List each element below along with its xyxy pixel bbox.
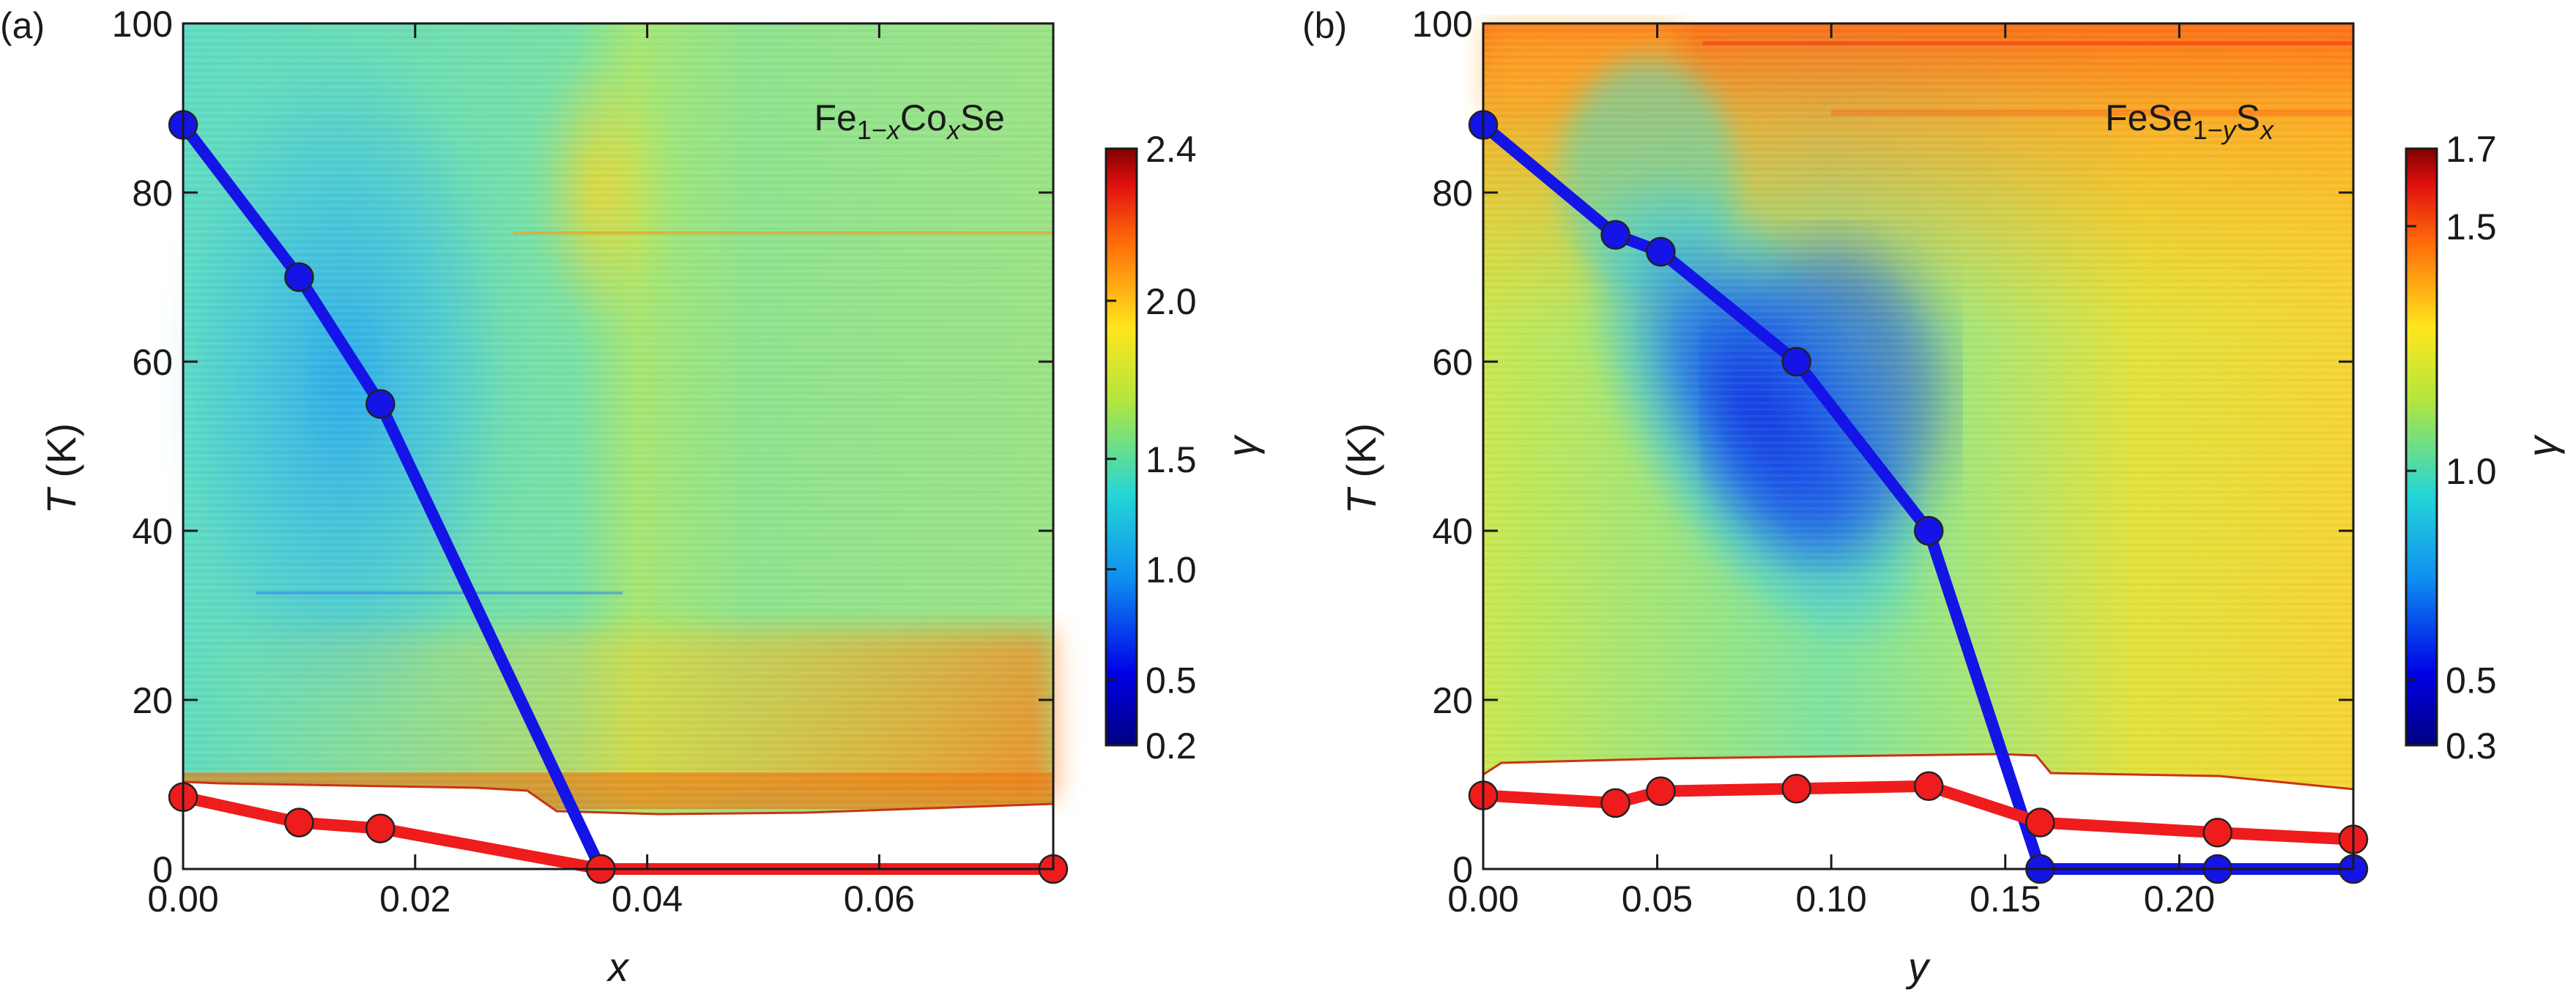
data-point-a-0-1 — [284, 262, 314, 292]
y-tick-label-a-0: 0 — [152, 849, 173, 890]
data-point-b-1-5 — [2025, 808, 2055, 838]
y-tick-label-b-2: 40 — [1432, 511, 1473, 552]
x-tick-label-a-3: 0.06 — [844, 879, 915, 920]
cbar-tick-label-a-4: 2.0 — [1146, 281, 1197, 322]
cbar-tick-label-b-1: 0.5 — [2446, 660, 2497, 701]
data-point-b-0-1 — [1600, 220, 1630, 250]
y-tick-label-a-5: 100 — [112, 4, 173, 45]
y-axis-label-b: T (K) — [1338, 423, 1384, 514]
data-point-b-0-4 — [1914, 515, 1944, 546]
panel-b: (b) 0.00 0.05 0.10 0.15 0.20 0 20 40 60 80 100 FeS… — [1302, 4, 2565, 990]
cbar-tick-label-a-2: 1.0 — [1146, 550, 1197, 591]
x-axis-label-b: y — [1905, 944, 1931, 990]
data-point-b-1-1 — [1600, 788, 1630, 818]
panel-a: (a) 0.00 0.02 0.04 0.06 0 20 40 60 80 100 Fe1−xCo… — [0, 4, 1265, 990]
heatmap-b — [1482, 23, 2355, 870]
cbar-tick-label-a-3: 1.5 — [1146, 439, 1197, 480]
markers-a — [168, 110, 1069, 884]
colorbar-label-a: γ — [1219, 434, 1265, 457]
compound-label-a: Fe1−xCoxSe — [814, 97, 1006, 145]
x-tick-label-b-4: 0.20 — [2144, 879, 2215, 920]
x-axis-label-a: x — [606, 944, 630, 990]
compound-label-b: FeSe1−ySx — [2105, 97, 2275, 145]
x-tick-label-a-2: 0.04 — [612, 879, 683, 920]
x-tick-label-a-0: 0.00 — [147, 879, 218, 920]
x-tick-label-a-1: 0.02 — [379, 879, 450, 920]
y-tick-label-a-3: 60 — [132, 342, 173, 383]
y-tick-label-b-3: 60 — [1432, 342, 1473, 383]
cbar-tick-label-a-1: 0.5 — [1146, 660, 1197, 701]
cbar-tick-label-a-0: 0.2 — [1146, 726, 1197, 767]
data-point-a-1-1 — [284, 808, 314, 838]
data-point-b-1-6 — [2202, 818, 2232, 848]
cbar-tick-label-b-4: 1.7 — [2446, 129, 2497, 170]
y-tick-label-a-1: 20 — [132, 680, 173, 721]
y-tick-label-b-0: 0 — [1452, 849, 1473, 890]
plot-frame-b — [1482, 22, 2355, 870]
panel-label-b: (b) — [1302, 5, 1347, 46]
data-point-a-0-2 — [365, 389, 396, 419]
axes-a: 0.00 0.02 0.04 0.06 0 20 40 60 80 100 — [112, 4, 1053, 920]
y-tick-label-a-2: 40 — [132, 511, 173, 552]
y-tick-label-b-1: 20 — [1432, 680, 1473, 721]
data-point-b-1-4 — [1914, 771, 1944, 802]
colorbar-label-b: γ — [2519, 434, 2565, 457]
data-point-a-1-2 — [365, 813, 396, 843]
data-point-b-1-2 — [1646, 776, 1676, 806]
x-tick-label-b-3: 0.15 — [1970, 879, 2041, 920]
colorbar-a: 0.2 0.5 1.0 1.5 2.0 2.4 — [1105, 129, 1197, 767]
y-tick-label-a-4: 80 — [132, 173, 173, 214]
cbar-tick-label-b-0: 0.3 — [2446, 726, 2497, 767]
markers-b — [1468, 110, 2369, 884]
cbar-tick-label-b-3: 1.5 — [2446, 206, 2497, 247]
data-point-b-0-3 — [1781, 346, 1811, 377]
colorbar-b: 0.3 0.5 1.0 1.5 1.7 — [2405, 129, 2497, 767]
y-axis-label-a: T (K) — [38, 423, 84, 514]
panel-label-a: (a) — [0, 5, 45, 46]
y-tick-label-b-5: 100 — [1412, 4, 1473, 45]
cbar-tick-label-b-2: 1.0 — [2446, 451, 2497, 492]
x-tick-label-b-2: 0.10 — [1796, 879, 1867, 920]
plot-frame-a — [182, 22, 1055, 870]
series-line-a-0 — [177, 119, 607, 875]
data-point-b-0-2 — [1646, 236, 1676, 267]
axes-b: 0.00 0.05 0.10 0.15 0.20 0 20 40 60 80 100 — [1412, 4, 2353, 920]
data-point-b-1-3 — [1781, 774, 1811, 804]
x-tick-label-b-1: 0.05 — [1622, 879, 1693, 920]
heatmap-a — [176, 23, 1055, 870]
x-tick-label-b-0: 0.00 — [1447, 879, 1518, 920]
y-tick-label-b-4: 80 — [1432, 173, 1473, 214]
cbar-tick-label-a-5: 2.4 — [1146, 129, 1197, 170]
